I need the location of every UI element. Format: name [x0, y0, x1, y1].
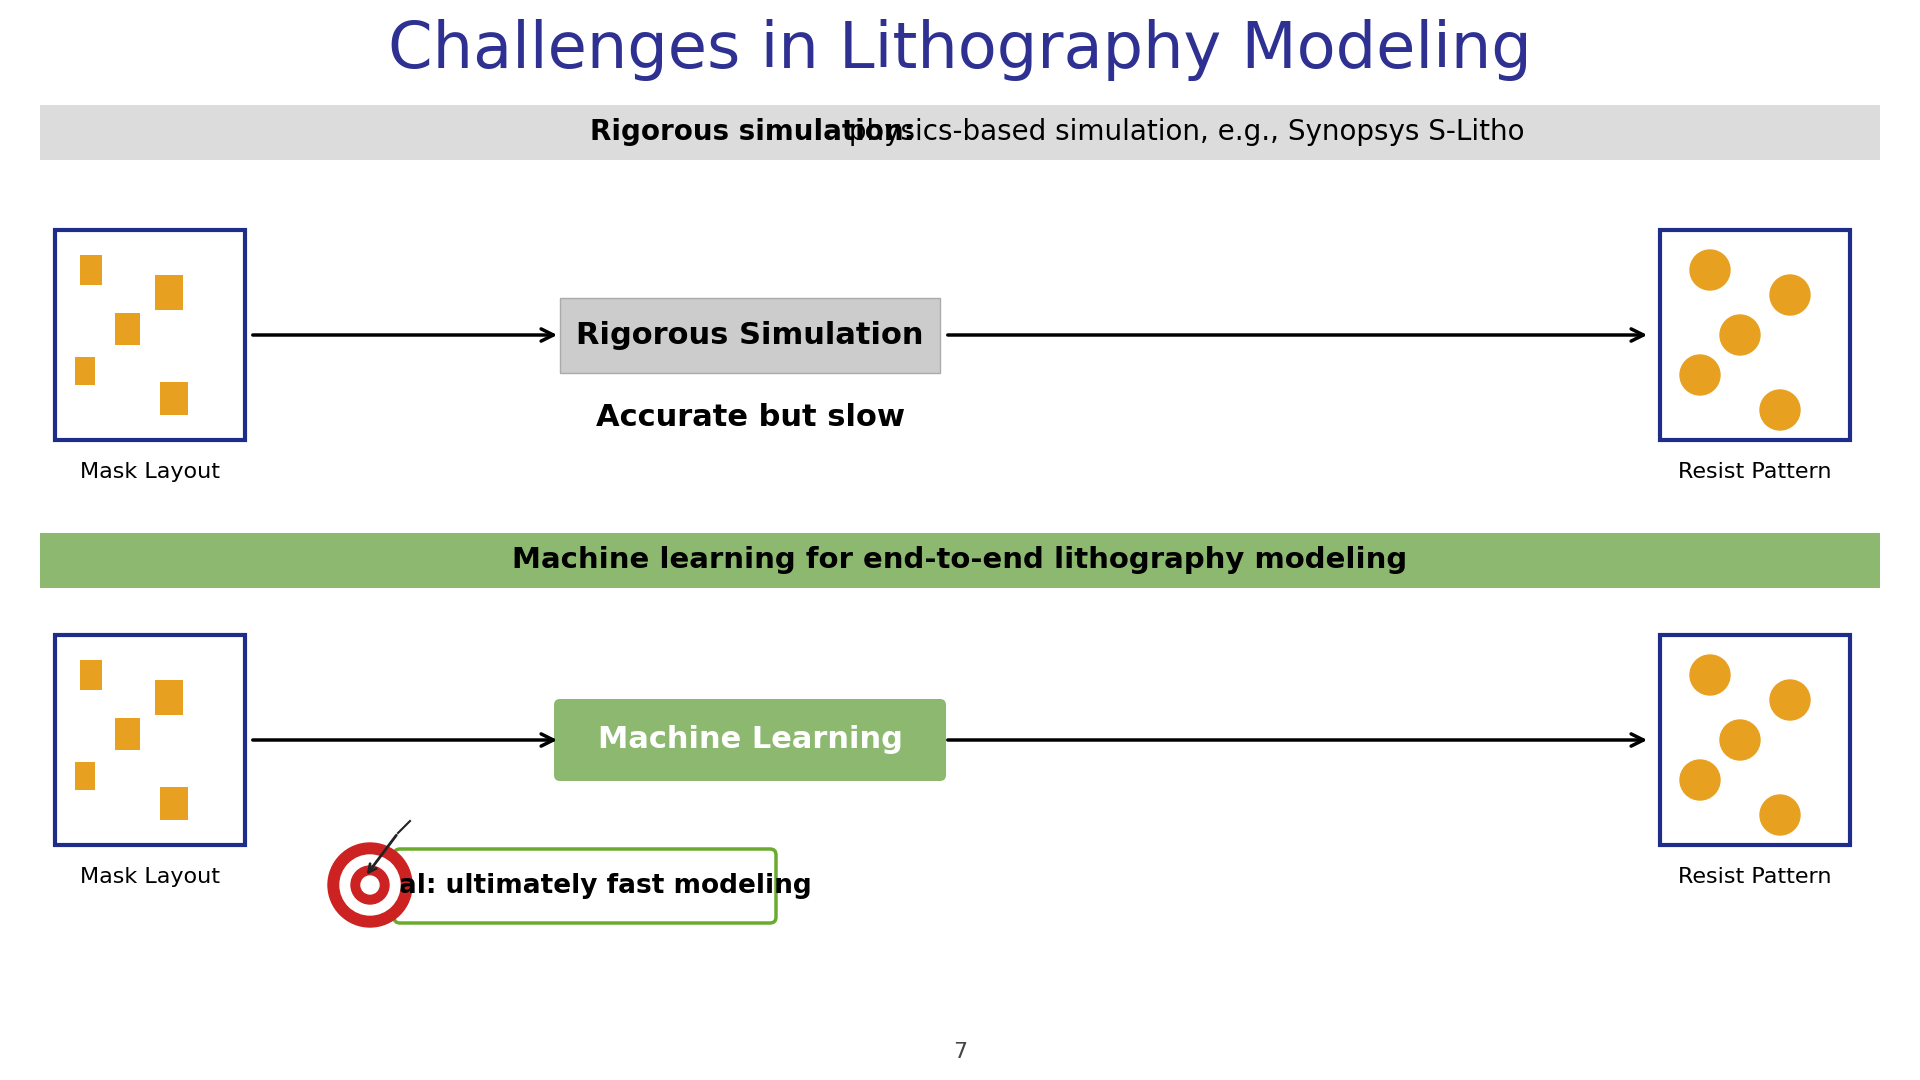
Text: Challenges in Lithography Modeling: Challenges in Lithography Modeling	[388, 19, 1532, 81]
Circle shape	[340, 855, 399, 915]
Bar	[115, 718, 140, 750]
Bar	[115, 313, 140, 345]
Bar	[75, 357, 94, 384]
Circle shape	[1680, 355, 1720, 395]
Text: 7: 7	[952, 1042, 968, 1062]
Circle shape	[1720, 720, 1761, 760]
Bar	[56, 230, 246, 440]
Bar	[40, 534, 1880, 588]
Bar	[561, 297, 941, 373]
Bar	[1661, 230, 1851, 440]
Circle shape	[1690, 654, 1730, 696]
Text: physics-based simulation, e.g., Synopsys S-Litho: physics-based simulation, e.g., Synopsys…	[841, 119, 1524, 147]
Bar	[159, 382, 188, 415]
Text: Machine learning for end-to-end lithography modeling: Machine learning for end-to-end lithogra…	[513, 546, 1407, 575]
Bar	[156, 275, 182, 310]
FancyBboxPatch shape	[394, 849, 776, 923]
Circle shape	[1761, 795, 1801, 835]
Text: Accurate but slow: Accurate but slow	[595, 403, 904, 432]
Circle shape	[1690, 249, 1730, 291]
Bar	[75, 762, 94, 789]
Circle shape	[328, 843, 413, 927]
Circle shape	[1680, 760, 1720, 800]
Bar	[1661, 635, 1851, 845]
Bar	[156, 680, 182, 715]
Circle shape	[1720, 315, 1761, 355]
Text: Rigorous simulation:: Rigorous simulation:	[589, 119, 914, 147]
Text: Resist Pattern: Resist Pattern	[1678, 867, 1832, 887]
Bar	[40, 105, 1880, 160]
Text: Goal: ultimately fast modeling: Goal: ultimately fast modeling	[359, 873, 812, 899]
Bar	[159, 787, 188, 820]
Circle shape	[1770, 680, 1811, 720]
Bar	[56, 635, 246, 845]
Text: Mask Layout: Mask Layout	[81, 867, 221, 887]
Bar	[81, 660, 102, 690]
Text: Rigorous Simulation: Rigorous Simulation	[576, 321, 924, 350]
Circle shape	[1770, 275, 1811, 315]
Circle shape	[361, 876, 378, 894]
Circle shape	[1761, 390, 1801, 430]
Circle shape	[351, 866, 390, 904]
FancyBboxPatch shape	[555, 699, 947, 781]
Text: Machine Learning: Machine Learning	[597, 726, 902, 755]
Text: Mask Layout: Mask Layout	[81, 462, 221, 482]
Bar	[81, 255, 102, 285]
Text: Resist Pattern: Resist Pattern	[1678, 462, 1832, 482]
